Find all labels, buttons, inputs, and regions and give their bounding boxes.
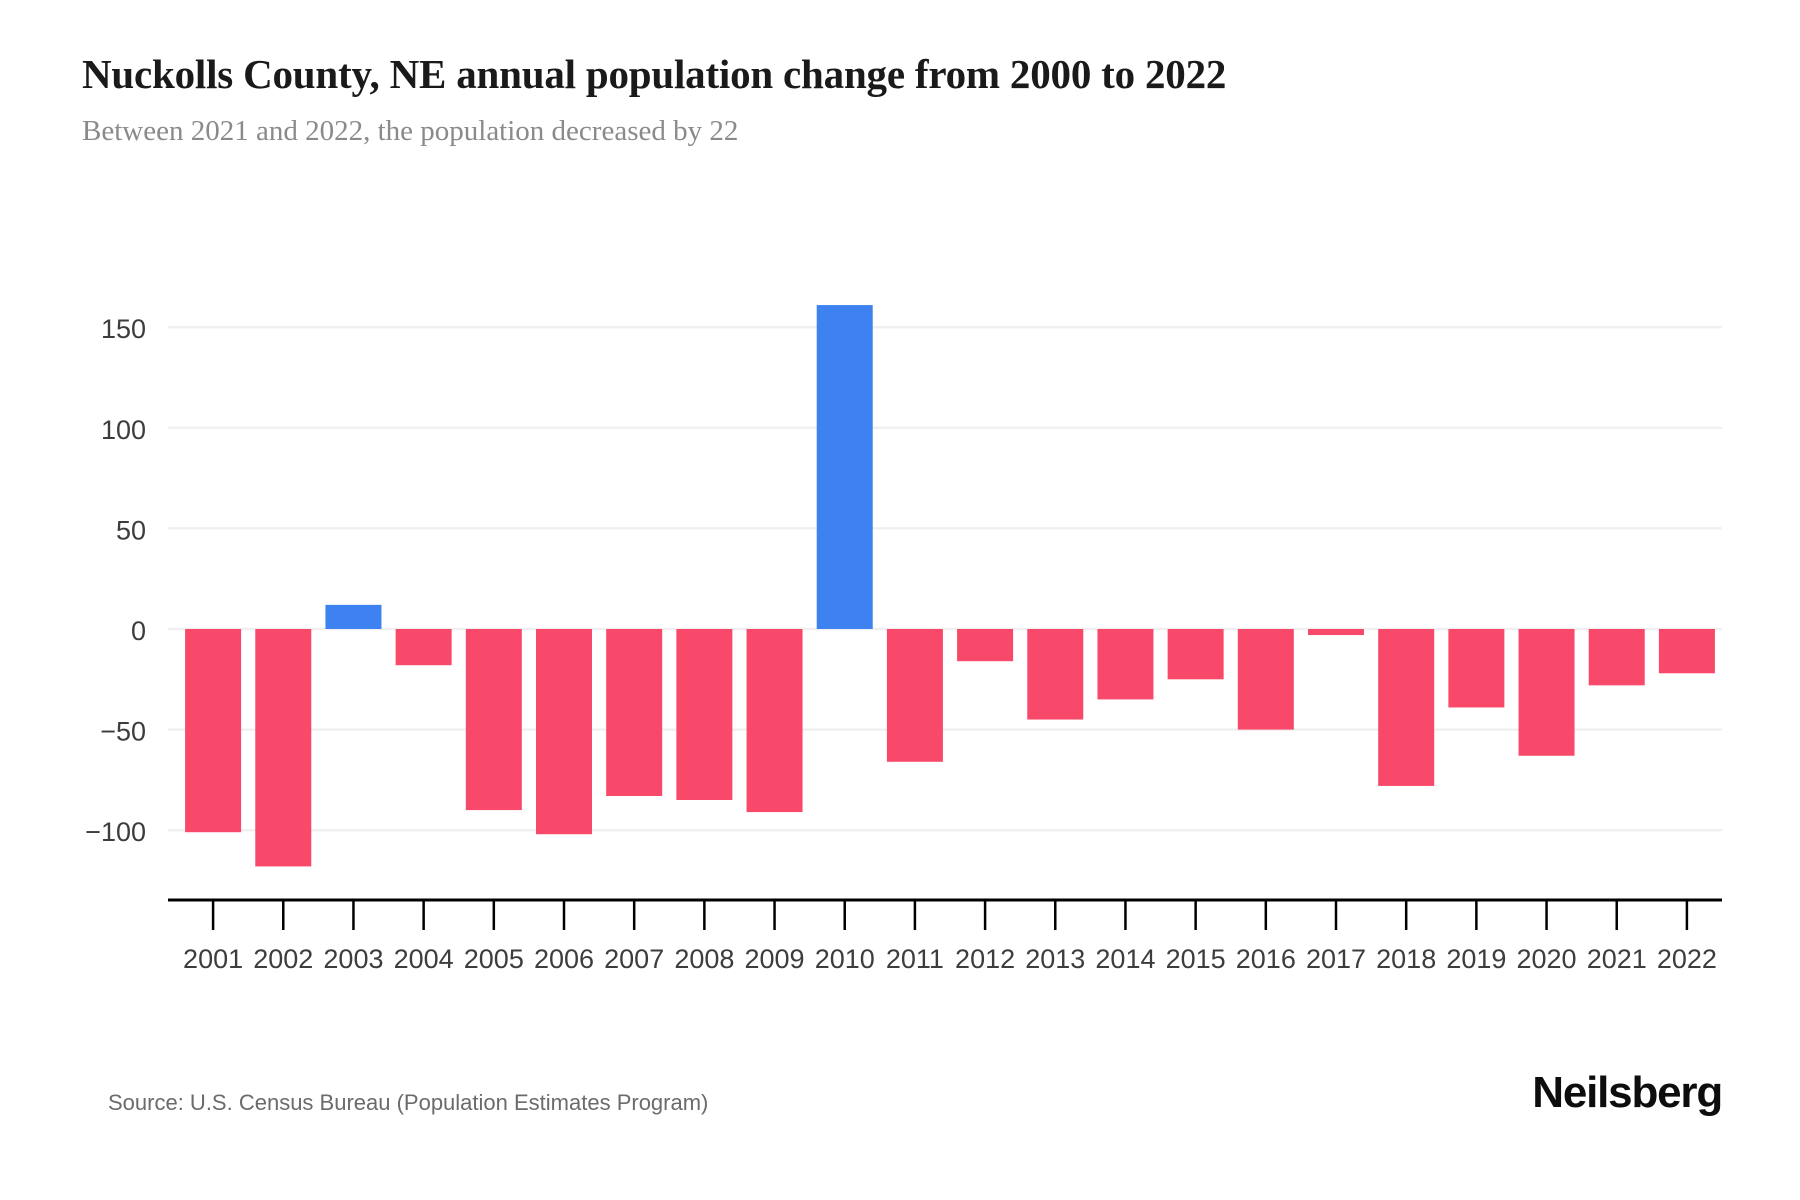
bar[interactable] <box>676 629 733 801</box>
x-axis-tick-label: 2018 <box>1376 944 1436 974</box>
bar[interactable] <box>957 629 1014 662</box>
x-axis-tick-label: 2008 <box>674 944 734 974</box>
bar[interactable] <box>185 629 242 833</box>
bar[interactable] <box>886 629 943 762</box>
y-axis-tick-label: 150 <box>101 314 146 344</box>
x-axis-tick-label: 2003 <box>323 944 383 974</box>
x-axis-tick-label: 2002 <box>253 944 313 974</box>
bar[interactable] <box>395 629 452 666</box>
x-axis-tick-label: 2009 <box>745 944 805 974</box>
x-axis-tick-label: 2020 <box>1517 944 1577 974</box>
y-axis-tick-label: −50 <box>100 717 146 747</box>
bars-group <box>185 305 1715 867</box>
bar[interactable] <box>1167 629 1224 680</box>
bar[interactable] <box>746 629 803 813</box>
x-axis-tick-label: 2016 <box>1236 944 1296 974</box>
x-axis-tick-label: 2012 <box>955 944 1015 974</box>
x-axis-tick-label: 2017 <box>1306 944 1366 974</box>
x-axis-group <box>168 898 1722 930</box>
x-axis-tick-label: 2021 <box>1587 944 1647 974</box>
bar[interactable] <box>325 604 382 629</box>
bar[interactable] <box>1097 629 1154 700</box>
chart-subtitle: Between 2021 and 2022, the population de… <box>82 115 739 147</box>
bar[interactable] <box>465 629 522 811</box>
bar[interactable] <box>1658 629 1715 674</box>
bar[interactable] <box>1027 629 1084 720</box>
brand-logo: Neilsberg <box>1532 1068 1723 1117</box>
x-axis-tick-label: 2004 <box>394 944 454 974</box>
y-axis-tick-label: 100 <box>101 415 146 445</box>
gridlines-group <box>168 325 1722 832</box>
bar[interactable] <box>255 629 312 867</box>
page-title: Nuckolls County, NE annual population ch… <box>82 51 1227 97</box>
bar[interactable] <box>606 629 663 796</box>
x-axis-labels-group: 2001 2002 2003 2004 2005 2006 2007 2008 2009 2010… <box>183 944 1717 974</box>
x-axis-tick-label: 2015 <box>1166 944 1226 974</box>
x-axis-tick-label: 2022 <box>1657 944 1717 974</box>
y-axis-tick-label: 50 <box>116 515 146 545</box>
bar[interactable] <box>1237 629 1294 730</box>
x-axis-tick-label: 2010 <box>815 944 875 974</box>
x-axis-tick-label: 2011 <box>886 944 944 974</box>
y-axis-tick-label: 0 <box>131 616 146 646</box>
chart-header: Nuckolls County, NE annual population ch… <box>82 50 1722 148</box>
bar[interactable] <box>816 305 873 629</box>
bar[interactable] <box>1448 629 1505 708</box>
y-axis-tick-label: −100 <box>85 817 146 847</box>
x-axis-tick-label: 2006 <box>534 944 594 974</box>
y-axis-labels-group: 150 100 50 0 −50 −100 <box>85 314 146 847</box>
bar[interactable] <box>536 629 592 835</box>
bar[interactable] <box>1378 629 1435 786</box>
x-axis-tick-label: 2005 <box>464 944 524 974</box>
bar[interactable] <box>1518 629 1575 756</box>
x-axis-tick-label: 2014 <box>1095 944 1155 974</box>
x-axis-tick-label: 2013 <box>1025 944 1085 974</box>
x-axis-tick-label: 2019 <box>1446 944 1506 974</box>
x-axis-tick-label: 2007 <box>604 944 664 974</box>
source-note: Source: U.S. Census Bureau (Population E… <box>108 1090 709 1115</box>
bar[interactable] <box>1588 629 1645 686</box>
x-axis-tick-label: 2001 <box>183 944 243 974</box>
bar[interactable] <box>1308 629 1364 636</box>
